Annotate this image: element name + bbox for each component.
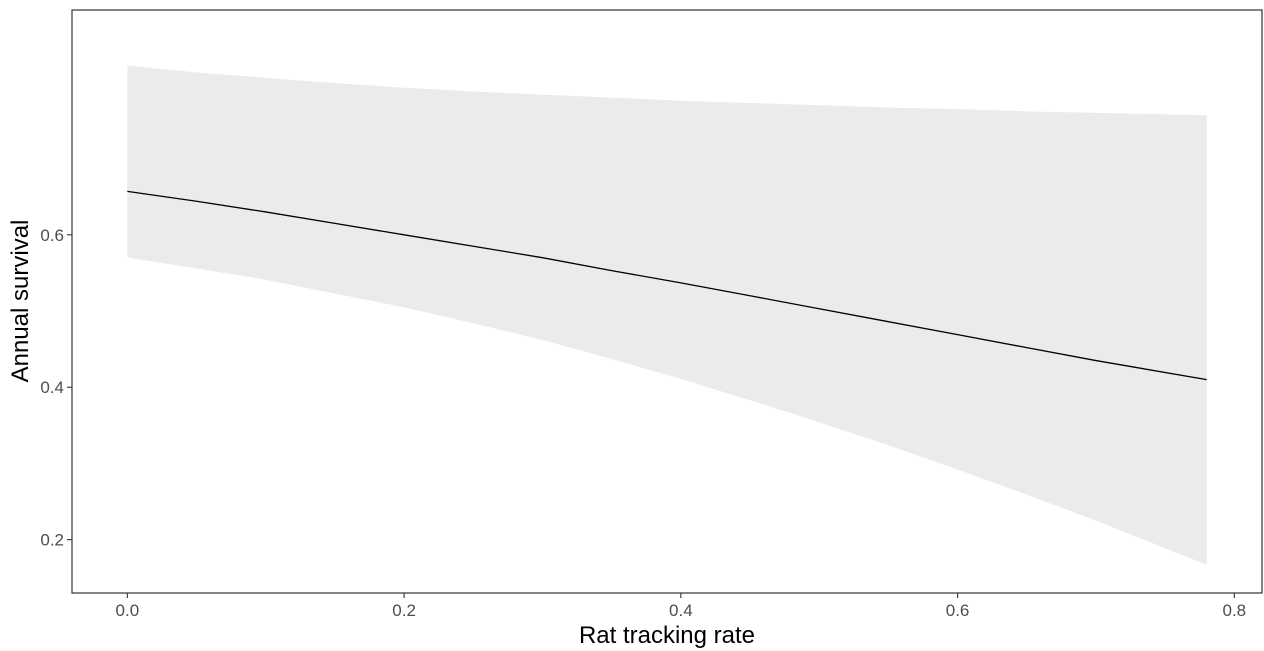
confidence-band-layer: [127, 65, 1207, 565]
x-tick-label: 0.4: [669, 601, 693, 620]
y-tick-label: 0.4: [40, 378, 64, 397]
trend-line-layer: [127, 190, 1207, 381]
trend-line-0: [127, 190, 1207, 381]
x-axis-title: Rat tracking rate: [579, 622, 755, 649]
y-axis-title: Annual survival: [7, 220, 34, 383]
x-tick-label: 0.2: [392, 601, 416, 620]
x-axis: 0.0 0.2 0.4 0.6 0.8: [116, 593, 1247, 620]
y-tick-label: 0.6: [40, 226, 64, 245]
confidence-band-0: [127, 65, 1207, 565]
x-tick-label: 0.0: [116, 601, 140, 620]
x-tick-label: 0.6: [946, 601, 970, 620]
y-tick-label: 0.2: [40, 531, 64, 550]
plot-panel-border: [71, 9, 1263, 594]
y-axis: 0.2 0.4 0.6: [40, 226, 72, 550]
x-tick-label: 0.8: [1223, 601, 1247, 620]
